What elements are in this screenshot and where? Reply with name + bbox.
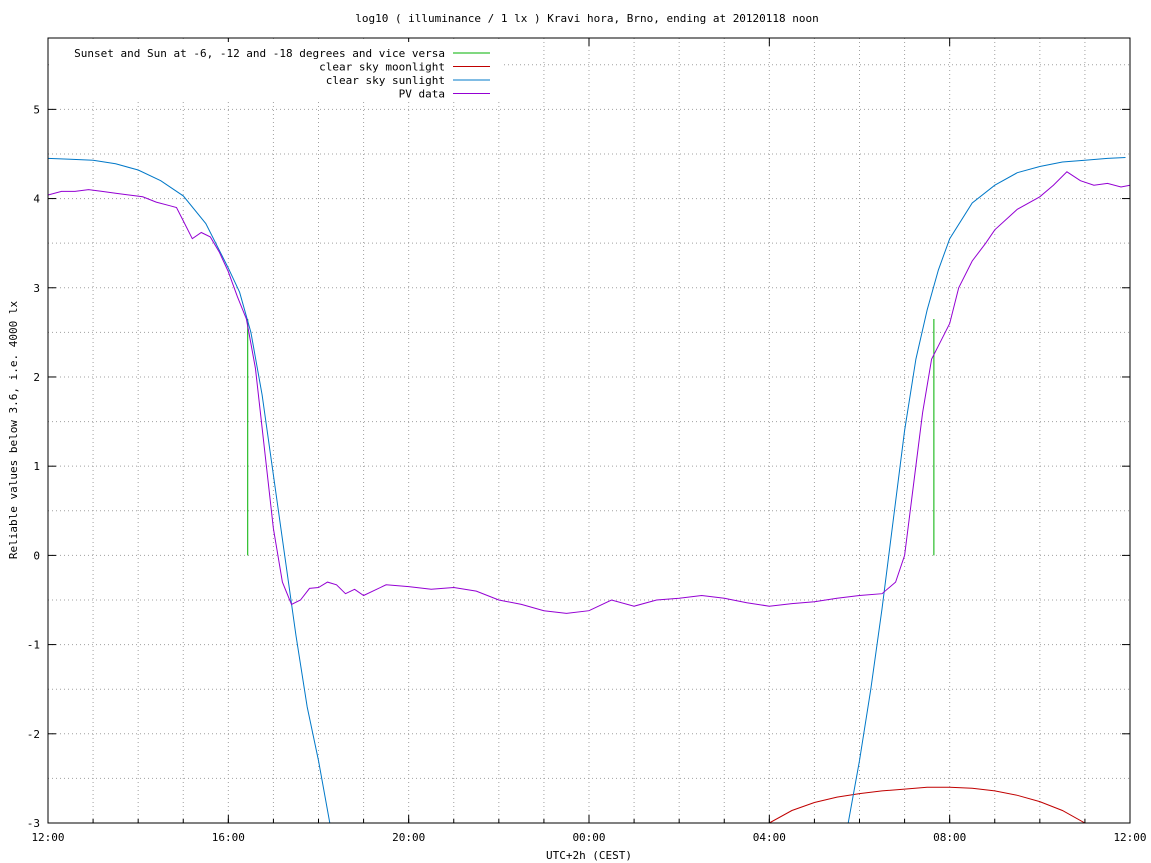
y-tick-label: 5 <box>33 103 40 116</box>
moonlight-series <box>769 786 1086 823</box>
y-tick-label: -2 <box>27 728 40 741</box>
grid <box>48 38 1130 823</box>
y-axis-label: Reliable values below 3.6, i.e. 4000 lx <box>7 300 20 559</box>
y-tick-label: -1 <box>27 639 40 652</box>
sunlight-series <box>48 157 1126 823</box>
x-tick-label: 04:00 <box>753 831 786 844</box>
y-tick-label: 1 <box>33 460 40 473</box>
legend-entry-label: clear sky moonlight <box>319 61 445 74</box>
axis-ticks: 12:00 16:00 20:00 00:00 04:00 08:00 12:00-3-2-… <box>27 38 1147 844</box>
legend: Sunset and Sun at -6, -12 and -18 degree… <box>50 42 502 101</box>
x-tick-label: 20:00 <box>392 831 425 844</box>
legend-entry-label: Sunset and Sun at -6, -12 and -18 degree… <box>74 47 445 60</box>
y-tick-label: 3 <box>33 282 40 295</box>
pv-data-series <box>48 171 1130 614</box>
y-tick-label: -3 <box>27 817 40 830</box>
y-tick-label: 0 <box>33 549 40 562</box>
x-tick-label: 12:00 <box>31 831 64 844</box>
x-tick-label: 08:00 <box>933 831 966 844</box>
y-tick-label: 4 <box>33 193 40 206</box>
x-axis-label: UTC+2h (CEST) <box>546 849 632 862</box>
legend-background <box>50 42 502 100</box>
legend-entry-label: PV data <box>399 88 445 101</box>
chart-title: log10 ( illuminance / 1 lx ) Kravi hora,… <box>355 12 819 25</box>
x-tick-label: 16:00 <box>212 831 245 844</box>
y-tick-label: 2 <box>33 371 40 384</box>
x-tick-label: 12:00 <box>1113 831 1146 844</box>
x-tick-label: 00:00 <box>572 831 605 844</box>
legend-entry-label: clear sky sunlight <box>326 74 445 87</box>
plot-series <box>48 157 1130 823</box>
